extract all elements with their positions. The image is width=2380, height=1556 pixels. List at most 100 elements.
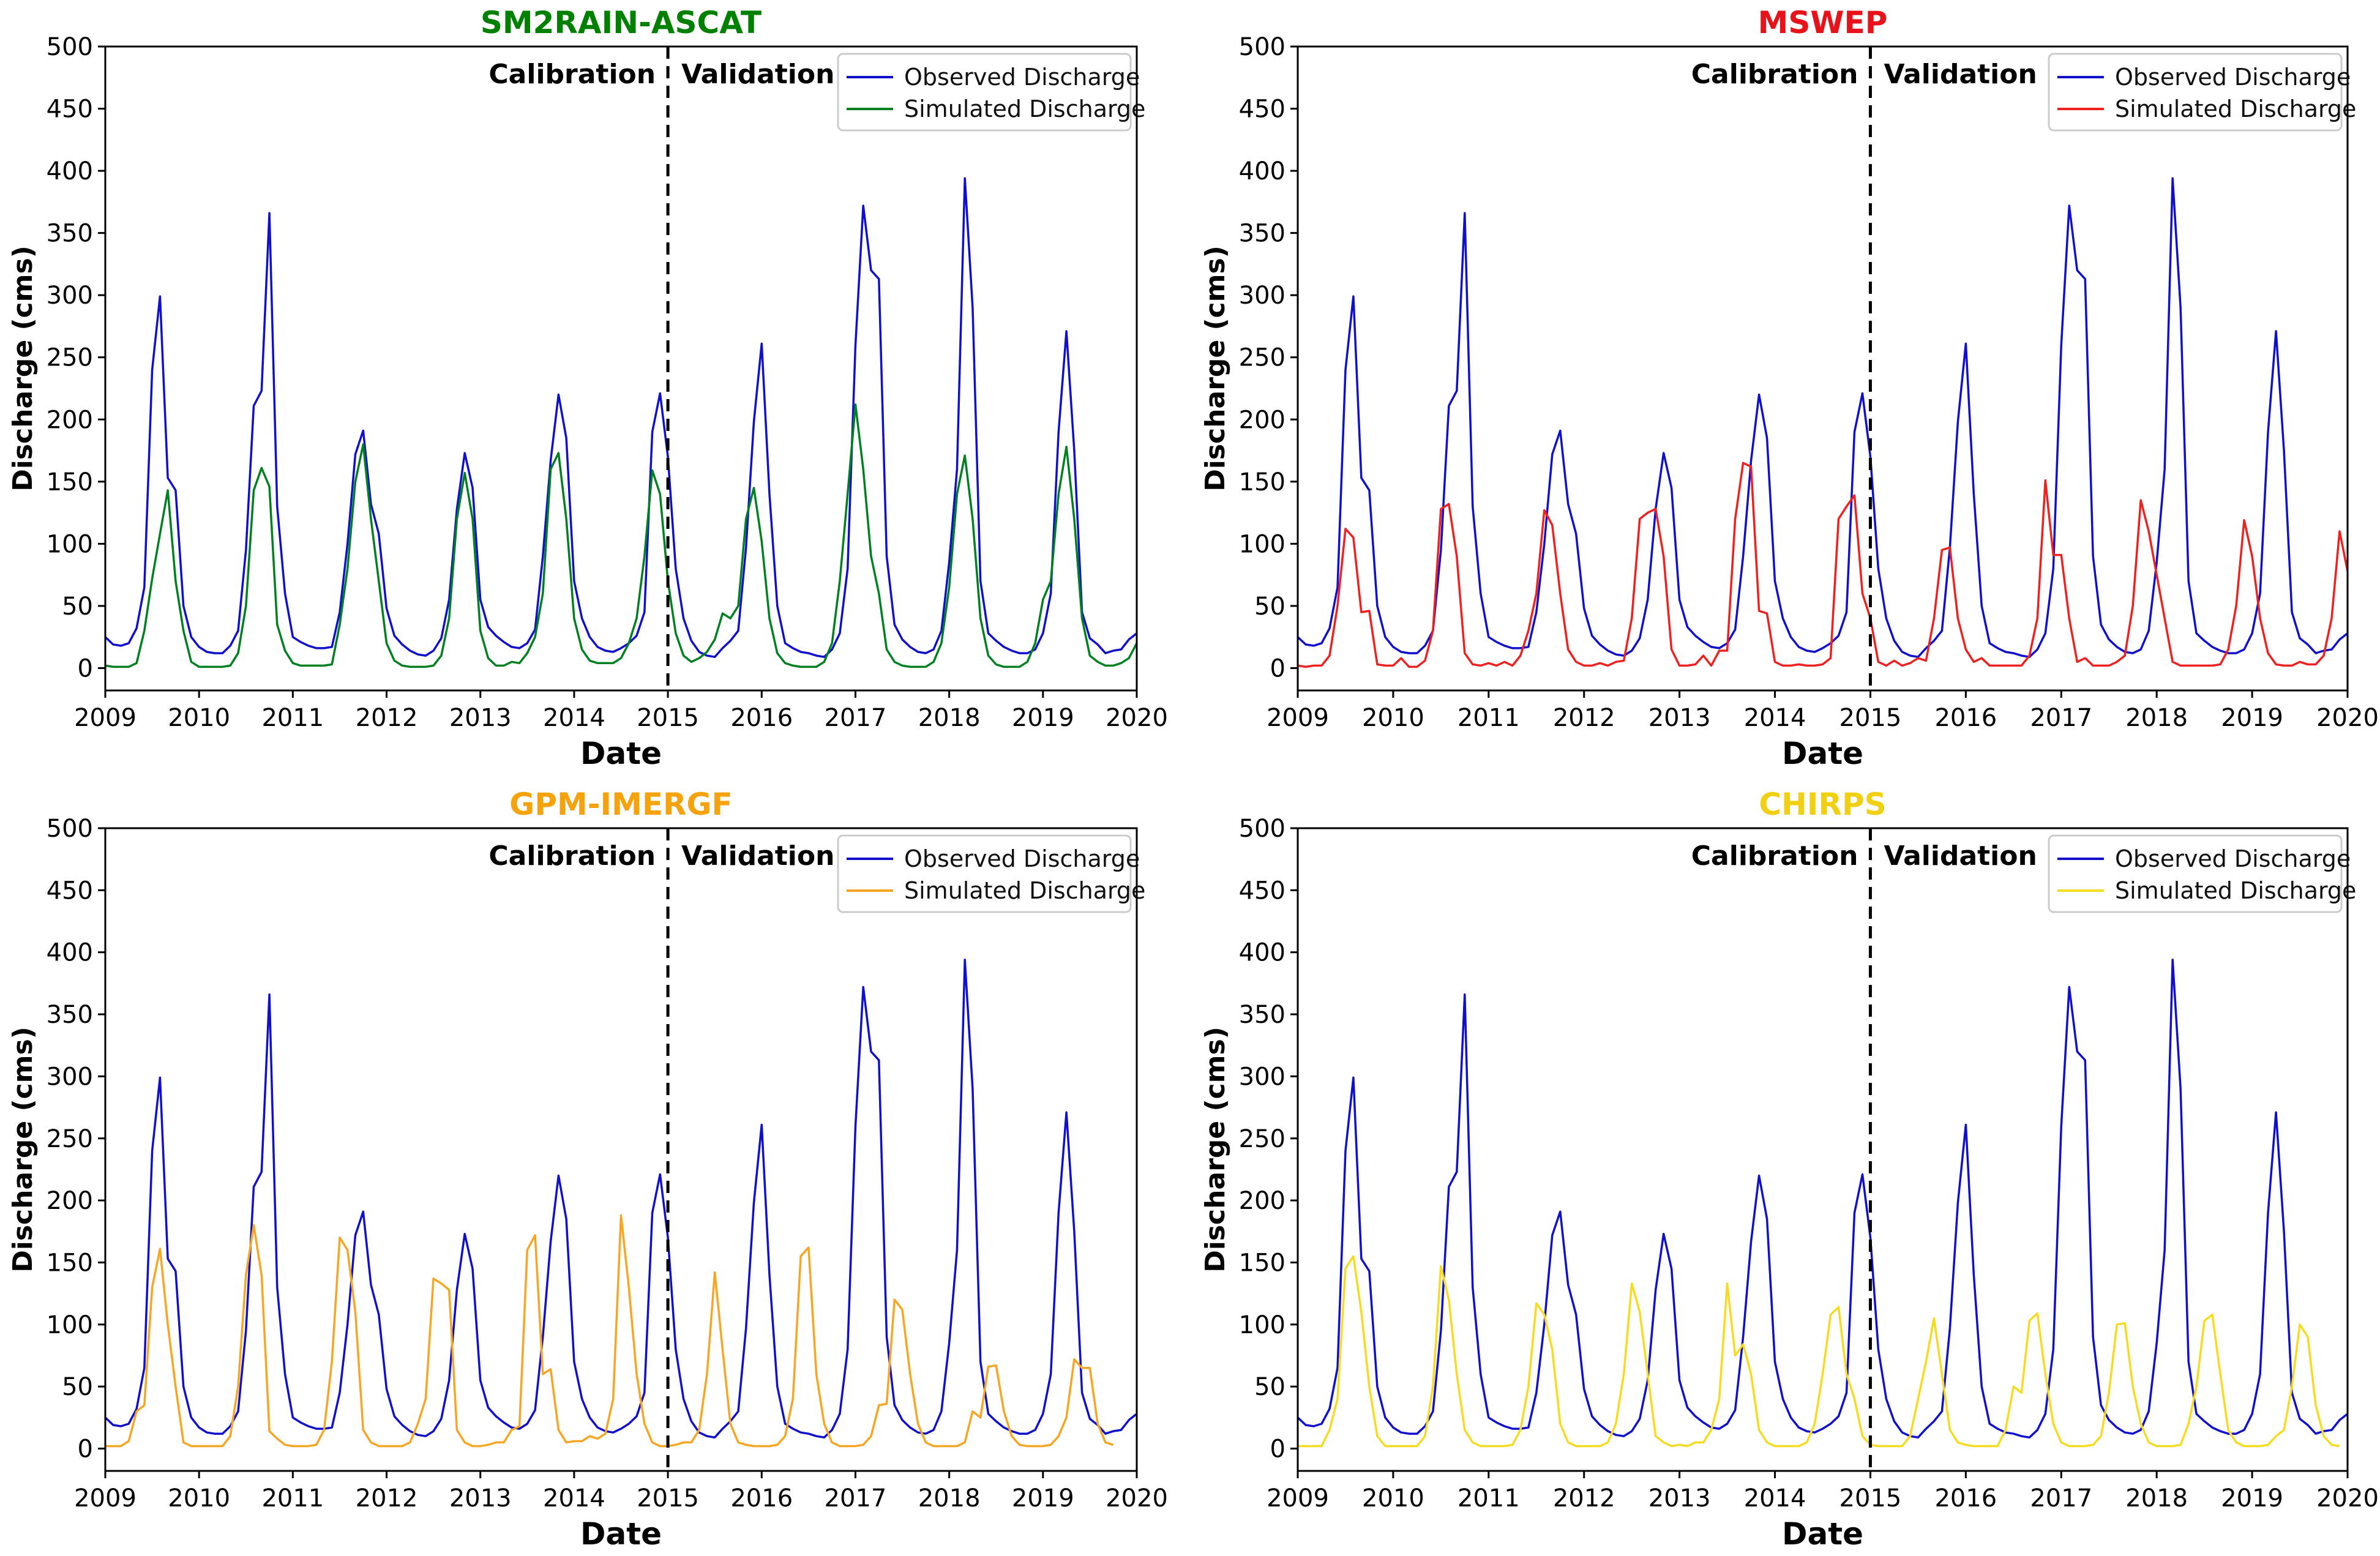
validation-label: Validation xyxy=(681,59,834,90)
x-tick-label: 2010 xyxy=(168,1484,230,1513)
x-tick-label: 2009 xyxy=(1267,704,1329,732)
x-tick-label: 2014 xyxy=(543,704,605,732)
y-tick-label: 150 xyxy=(1239,468,1285,496)
x-tick-label: 2009 xyxy=(74,704,137,732)
plot-frame xyxy=(1297,827,2349,1472)
x-tick-label: 2011 xyxy=(261,704,324,732)
y-tick-label: 50 xyxy=(1254,1373,1285,1401)
x-tick-label: 2011 xyxy=(1458,1484,1520,1513)
x-tick-label: 2011 xyxy=(261,1484,324,1513)
x-tick-label: 2012 xyxy=(1553,1484,1615,1513)
x-tick-label: 2019 xyxy=(1012,1484,1074,1513)
x-axis-label: Date xyxy=(580,1516,662,1552)
x-tick-label: 2020 xyxy=(2316,704,2379,732)
x-tick-label: 2013 xyxy=(449,704,512,732)
y-tick-label: 100 xyxy=(47,1311,93,1339)
x-tick-label: 2009 xyxy=(74,1484,137,1513)
y-tick-label: 450 xyxy=(1239,95,1285,124)
plot-frame xyxy=(1297,45,2349,692)
y-tick-label: 300 xyxy=(47,1063,93,1091)
chart-title: MSWEP xyxy=(1758,5,1888,40)
legend-entry: Simulated Discharge xyxy=(904,95,1145,122)
x-tick-label: 2017 xyxy=(825,704,887,732)
x-tick-label: 2009 xyxy=(1267,1484,1329,1513)
x-axis-label: Date xyxy=(580,736,662,771)
series-group xyxy=(105,177,1137,668)
chart-panel-4: CHIRPS 2009 2010 2011 2012 2013 2014 2015 2016 20… xyxy=(1200,787,2379,1552)
legend-entry: Observed Discharge xyxy=(904,64,1140,91)
y-tick-label: 50 xyxy=(62,593,93,621)
y-tick-label: 500 xyxy=(1239,815,1285,843)
legend-entry: Observed Discharge xyxy=(904,845,1140,872)
plot-frame xyxy=(104,45,1138,692)
x-axis-label: Date xyxy=(1782,1516,1863,1552)
y-tick-label: 350 xyxy=(47,1001,93,1029)
y-tick-label: 0 xyxy=(78,654,93,683)
chart-panel-2: MSWEP 2009 2010 2011 2012 2013 2014 2015 2016 201… xyxy=(1200,5,2379,771)
y-axis-label: Discharge (cms) xyxy=(1200,1027,1231,1273)
x-tick-label: 2020 xyxy=(1106,704,1168,732)
calibration-label: Calibration xyxy=(1691,59,1858,90)
chart-panel-3: GPM-IMERGF 2009 2010 2011 2012 2013 2014 2015 20… xyxy=(7,787,1168,1552)
chart-title: SM2RAIN-ASCAT xyxy=(481,5,762,40)
y-tick-label: 200 xyxy=(47,406,93,434)
validation-label: Validation xyxy=(681,840,834,872)
y-tick-label: 100 xyxy=(1239,1311,1285,1339)
y-tick-label: 200 xyxy=(1239,406,1285,434)
legend: Observed Discharge Simulated Discharge xyxy=(837,834,1145,913)
y-tick-label: 250 xyxy=(1239,344,1285,372)
legend-entry: Observed Discharge xyxy=(2115,64,2351,91)
y-tick-label: 100 xyxy=(1239,530,1285,558)
y-tick-label: 350 xyxy=(1239,220,1285,248)
y-tick-label: 150 xyxy=(47,468,93,496)
legend-box xyxy=(2048,53,2343,132)
y-tick-label: 350 xyxy=(1239,1001,1285,1029)
series-group xyxy=(1298,959,2348,1448)
x-tick-label: 2013 xyxy=(1648,1484,1711,1513)
observed-discharge-line xyxy=(1298,959,2348,1439)
x-axis-label: Date xyxy=(1782,736,1863,771)
x-tick-label: 2010 xyxy=(168,704,230,732)
observed-discharge-line xyxy=(1298,177,2348,658)
x-tick-label: 2019 xyxy=(2221,704,2283,732)
y-tick-label: 250 xyxy=(47,344,93,372)
y-tick-label: 300 xyxy=(1239,1063,1285,1091)
y-tick-label: 500 xyxy=(47,33,93,61)
series-group xyxy=(1298,177,2348,668)
simulated-discharge-line xyxy=(1298,1255,2340,1448)
legend: Observed Discharge Simulated Discharge xyxy=(2048,53,2356,132)
validation-label: Validation xyxy=(1884,840,2037,872)
y-tick-label: 300 xyxy=(47,282,93,310)
x-tick-label: 2020 xyxy=(1106,1484,1168,1513)
x-tick-label: 2018 xyxy=(918,1484,981,1513)
x-tick-label: 2020 xyxy=(2316,1484,2379,1513)
y-tick-label: 150 xyxy=(1239,1249,1285,1277)
y-tick-label: 50 xyxy=(62,1373,93,1401)
chart-panel-1: SM2RAIN-ASCAT 2009 2010 2011 2012 2013 2014 201… xyxy=(7,5,1168,771)
legend-box xyxy=(837,53,1132,132)
x-tick-label: 2014 xyxy=(543,1484,605,1513)
legend-box xyxy=(837,834,1132,913)
y-tick-label: 0 xyxy=(1270,654,1285,683)
x-tick-label: 2019 xyxy=(1012,704,1074,732)
y-tick-label: 400 xyxy=(1239,157,1285,185)
x-tick-label: 2017 xyxy=(2030,704,2092,732)
x-tick-label: 2018 xyxy=(2125,704,2188,732)
validation-label: Validation xyxy=(1884,59,2037,90)
y-tick-label: 350 xyxy=(47,220,93,248)
y-tick-label: 250 xyxy=(1239,1125,1285,1153)
simulated-discharge-line xyxy=(1298,462,2348,668)
y-tick-label: 150 xyxy=(47,1249,93,1277)
x-tick-label: 2015 xyxy=(637,1484,699,1513)
chart-title: GPM-IMERGF xyxy=(509,787,732,822)
y-tick-label: 400 xyxy=(1239,939,1285,967)
legend: Observed Discharge Simulated Discharge xyxy=(2048,834,2356,913)
y-tick-label: 100 xyxy=(47,530,93,558)
legend-entry: Observed Discharge xyxy=(2115,845,2351,872)
y-tick-label: 200 xyxy=(1239,1187,1285,1215)
legend-box xyxy=(2048,834,2343,913)
x-tick-label: 2015 xyxy=(637,704,699,732)
x-tick-label: 2016 xyxy=(730,1484,793,1513)
y-tick-label: 200 xyxy=(47,1187,93,1215)
